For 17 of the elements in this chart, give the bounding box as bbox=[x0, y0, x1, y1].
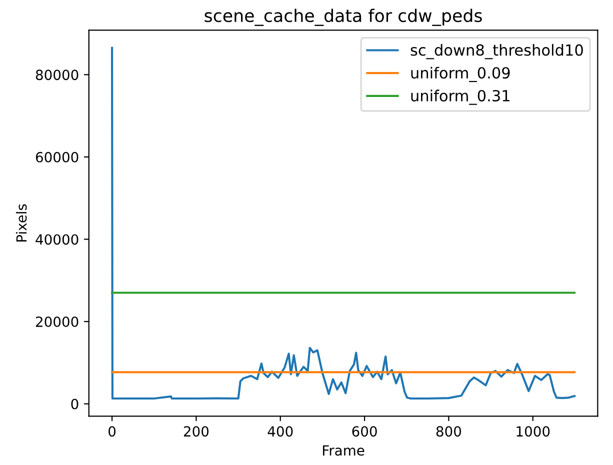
y-tick-label: 0 bbox=[71, 398, 78, 410]
x-axis-title: Frame bbox=[323, 445, 364, 456]
legend-label: sc_down8_threshold10 bbox=[410, 44, 583, 60]
y-tick-label: 40000 bbox=[36, 234, 78, 245]
legend-label: uniform_0.31 bbox=[411, 90, 510, 105]
x-tick-label: 400 bbox=[268, 426, 293, 437]
x-tick-label: 200 bbox=[184, 426, 209, 437]
y-tick-label: 60000 bbox=[36, 152, 78, 162]
x-tick-label: 600 bbox=[352, 426, 377, 437]
legend-label: uniform_0.09 bbox=[411, 66, 510, 82]
x-tick-label: 1000 bbox=[516, 426, 550, 437]
y-tick-label: 20000 bbox=[36, 316, 78, 328]
x-tick-label: 0 bbox=[108, 426, 116, 437]
y-tick-label: 80000 bbox=[36, 70, 78, 80]
x-tick-label: 800 bbox=[436, 426, 462, 437]
y-axis-title: Pixels bbox=[16, 204, 27, 242]
chart-title: scene_cache_data for cdw_peds bbox=[204, 8, 482, 26]
